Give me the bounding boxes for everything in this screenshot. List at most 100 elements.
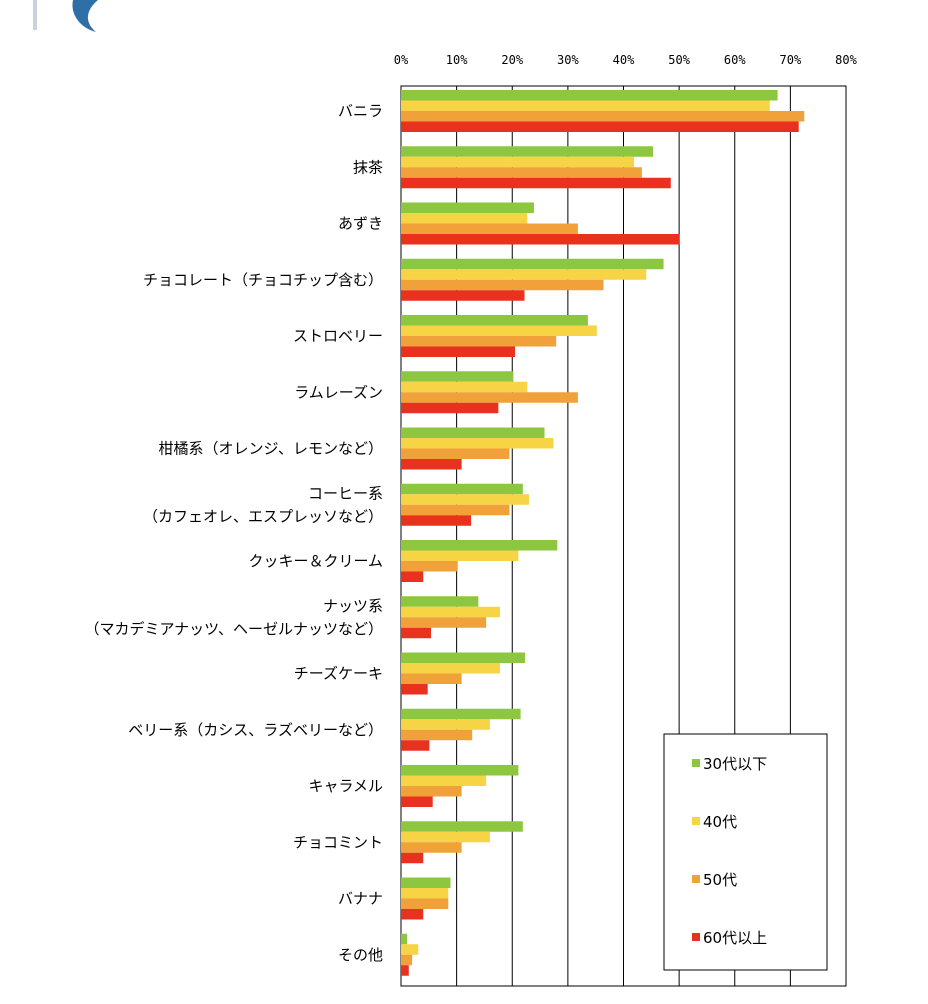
category-label: その他 xyxy=(338,946,383,964)
bar-2-7 xyxy=(401,438,554,449)
category-label: キャラメル xyxy=(308,777,383,795)
bar-2-3 xyxy=(401,213,528,224)
legend-label: 50代 xyxy=(703,871,737,889)
bar-4-14 xyxy=(401,852,424,864)
bar-3-2 xyxy=(401,167,642,178)
bar-1-9 xyxy=(401,540,558,551)
legend-swatch xyxy=(692,933,700,941)
bar-4-8 xyxy=(401,515,472,526)
category-label: バニラ xyxy=(338,102,383,120)
category-label: あずき xyxy=(338,215,383,233)
bar-3-15 xyxy=(401,898,449,909)
category-label: コーヒー系 xyxy=(308,484,383,502)
category-label: ナッツ系 xyxy=(323,597,383,615)
bar-3-5 xyxy=(401,336,557,347)
legend-swatch xyxy=(692,817,700,825)
bar-3-1 xyxy=(401,111,805,122)
bar-1-3 xyxy=(401,202,534,213)
x-tick-label: 60% xyxy=(724,53,746,67)
bar-2-1 xyxy=(401,100,770,111)
bar-3-8 xyxy=(401,504,510,516)
legend-label: 60代以上 xyxy=(703,929,767,947)
bar-1-4 xyxy=(401,258,664,270)
bar-4-11 xyxy=(401,684,428,695)
x-tick-label: 20% xyxy=(501,53,523,67)
bar-4-12 xyxy=(401,740,430,751)
bar-1-6 xyxy=(401,371,514,382)
category-label: （マカデミアナッツ、ヘーゼルナッツなど） xyxy=(84,620,383,638)
bar-1-15 xyxy=(401,877,451,888)
legend-box xyxy=(663,733,828,971)
legend-swatch xyxy=(692,875,700,883)
logo-bar-shape xyxy=(33,0,37,30)
bar-2-14 xyxy=(401,831,490,843)
category-label: 柑橘系（オレンジ、レモンなど） xyxy=(158,440,383,458)
bar-4-1 xyxy=(401,121,799,132)
bar-2-16 xyxy=(401,944,419,955)
x-tick-label: 40% xyxy=(613,53,635,67)
category-label: チョコレート（チョコチップ含む） xyxy=(143,271,383,289)
category-label: チーズケーキ xyxy=(294,665,383,683)
bar-2-2 xyxy=(401,156,635,168)
labels-layer: 0% 10% 20% 30% 40% 50% 60% 70% 80% バニラ抹茶あずきチョコレート… xyxy=(84,53,857,964)
category-label: （カフェオレ、エスプレッソなど） xyxy=(143,507,383,525)
legend-label: 30代以下 xyxy=(703,755,767,773)
bar-1-12 xyxy=(401,708,521,720)
bar-2-6 xyxy=(401,381,528,393)
bar-1-13 xyxy=(401,765,519,776)
bar-2-15 xyxy=(401,888,449,899)
bar-4-2 xyxy=(401,177,671,189)
x-tick-label: 10% xyxy=(446,53,468,67)
bar-1-8 xyxy=(401,483,523,495)
bar-2-12 xyxy=(401,719,490,730)
bar-3-12 xyxy=(401,729,473,741)
bar-1-5 xyxy=(401,315,588,326)
bar-3-10 xyxy=(401,617,487,628)
bar-4-5 xyxy=(401,346,516,357)
legend: 30代以下 40代 50代 60代以上 xyxy=(663,733,828,971)
bar-4-3 xyxy=(401,234,680,245)
bars-layer xyxy=(401,90,805,976)
category-label: ストロベリー xyxy=(293,327,383,345)
x-tick-label: 0% xyxy=(394,53,409,67)
bar-3-4 xyxy=(401,279,604,291)
bar-2-5 xyxy=(401,325,597,336)
bar-2-13 xyxy=(401,775,487,786)
bar-4-15 xyxy=(401,909,424,920)
legend-swatch xyxy=(692,759,700,767)
bar-1-16 xyxy=(401,933,408,945)
bar-2-11 xyxy=(401,663,501,674)
bar-3-3 xyxy=(401,223,578,234)
bar-4-6 xyxy=(401,402,499,414)
bar-3-9 xyxy=(401,561,458,572)
x-tick-label: 70% xyxy=(780,53,802,67)
category-label: ラムレーズン xyxy=(294,383,383,401)
category-label: ベリー系（カシス、ラズベリーなど） xyxy=(128,721,383,739)
category-label: バナナ xyxy=(338,890,383,908)
bar-1-10 xyxy=(401,596,479,607)
legend-label: 40代 xyxy=(703,813,737,831)
bar-4-16 xyxy=(401,965,409,976)
bar-1-11 xyxy=(401,652,526,663)
x-tick-label: 50% xyxy=(668,53,690,67)
bar-1-1 xyxy=(401,90,778,101)
bar-3-11 xyxy=(401,673,462,684)
x-tick-label: 30% xyxy=(557,53,579,67)
bar-3-6 xyxy=(401,392,578,403)
bar-3-16 xyxy=(401,954,413,966)
bar-4-7 xyxy=(401,459,462,470)
bar-1-2 xyxy=(401,146,653,157)
category-label: 抹茶 xyxy=(353,158,383,176)
bar-1-14 xyxy=(401,821,523,832)
bar-2-10 xyxy=(401,606,501,618)
bar-2-8 xyxy=(401,494,529,505)
logo-crescent-shape xyxy=(72,0,98,32)
bar-3-13 xyxy=(401,786,462,797)
category-label: チョコミント xyxy=(293,833,383,851)
category-label: クッキー＆クリーム xyxy=(248,552,383,570)
bar-2-9 xyxy=(401,550,519,561)
bar-1-7 xyxy=(401,427,545,438)
bar-4-13 xyxy=(401,796,433,807)
bar-4-9 xyxy=(401,571,424,582)
